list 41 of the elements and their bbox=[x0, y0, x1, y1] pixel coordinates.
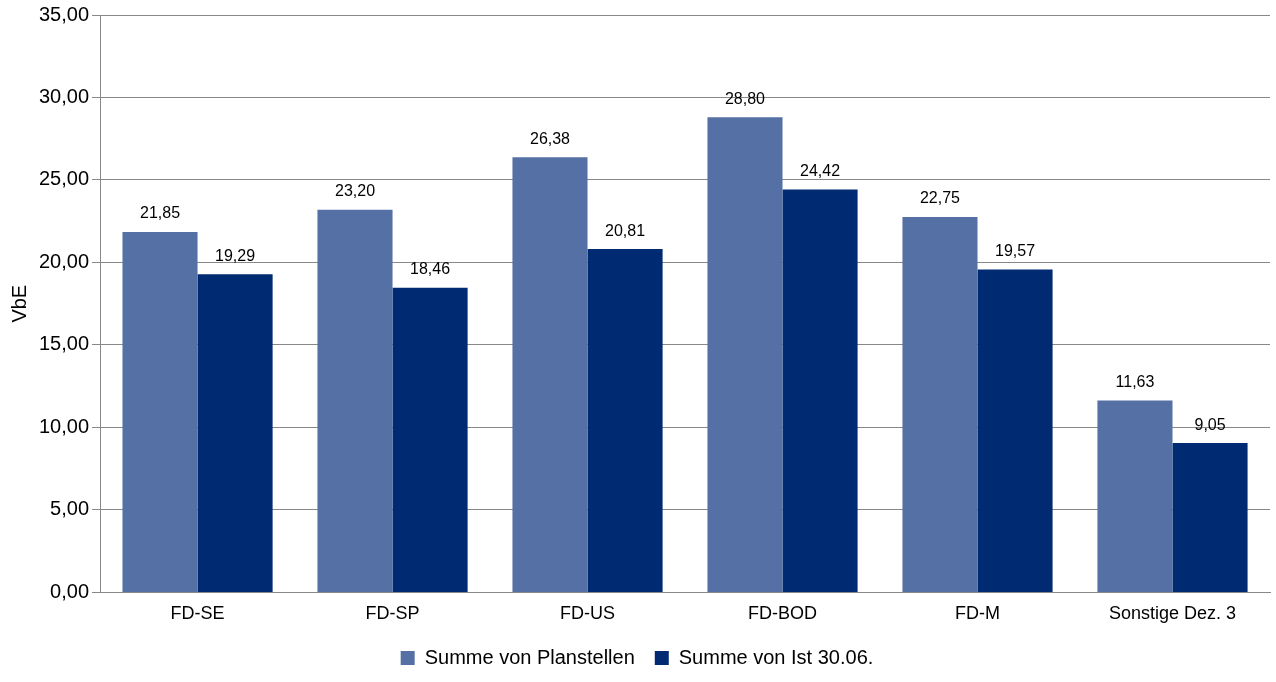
bar bbox=[122, 231, 198, 592]
bar bbox=[782, 189, 858, 592]
bar bbox=[707, 117, 783, 592]
data-label: 24,42 bbox=[800, 161, 841, 179]
x-tick-label: FD-BOD bbox=[748, 603, 818, 624]
data-label: 18,46 bbox=[410, 260, 451, 278]
x-tick-label: Sonstige Dez. 3 bbox=[1108, 603, 1237, 624]
bar bbox=[512, 157, 588, 592]
data-label: 26,38 bbox=[529, 129, 571, 147]
data-label: 19,29 bbox=[215, 246, 256, 264]
data-label: 19,57 bbox=[995, 241, 1036, 259]
y-axis-title: VbE bbox=[7, 284, 30, 323]
bar bbox=[902, 217, 978, 592]
legend-label: Summe von Planstellen bbox=[424, 645, 635, 668]
bar bbox=[587, 249, 663, 592]
y-tick-label: 0,00 bbox=[50, 579, 90, 602]
legend-label: Summe von Ist 30.06. bbox=[678, 645, 874, 668]
y-tick-label: 15,00 bbox=[38, 332, 90, 355]
x-tick-label: FD-SP bbox=[365, 603, 420, 624]
y-tick-label: 10,00 bbox=[38, 414, 90, 437]
data-label: 9,05 bbox=[1194, 415, 1226, 433]
bar bbox=[392, 287, 468, 592]
x-tick-label: FD-US bbox=[560, 603, 616, 624]
bar bbox=[317, 209, 393, 592]
bar bbox=[1172, 443, 1248, 592]
data-label: 28,80 bbox=[724, 89, 766, 107]
bar bbox=[977, 269, 1053, 592]
y-tick-label: 20,00 bbox=[38, 249, 90, 272]
x-tick-label: FD-SE bbox=[170, 603, 225, 624]
y-tick-label: 35,00 bbox=[38, 2, 90, 25]
data-label: 23,20 bbox=[334, 182, 376, 200]
x-tick-label: FD-M bbox=[955, 603, 1000, 624]
bar bbox=[197, 274, 273, 592]
bar bbox=[1097, 400, 1173, 592]
data-label: 20,81 bbox=[605, 221, 646, 239]
data-label: 21,85 bbox=[139, 204, 181, 222]
data-label: 11,63 bbox=[1115, 372, 1155, 390]
data-label: 22,75 bbox=[919, 189, 961, 207]
y-tick-label: 25,00 bbox=[38, 167, 90, 190]
y-tick-label: 5,00 bbox=[50, 497, 90, 520]
y-tick-label: 30,00 bbox=[38, 85, 90, 107]
